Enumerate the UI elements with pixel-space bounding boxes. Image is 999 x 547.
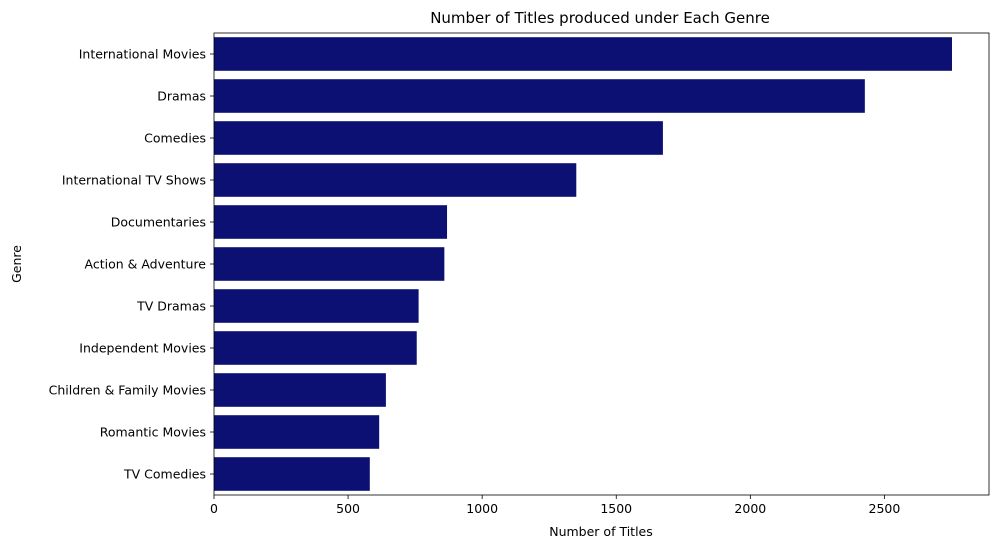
- bars-group: [214, 37, 952, 491]
- y-axis-ticks: International Movies Dramas Comedies Intern…: [49, 47, 214, 482]
- bar: [214, 79, 865, 113]
- x-tick-label: 0: [210, 501, 218, 516]
- bar: [214, 415, 380, 449]
- x-axis-ticks: 0 500 1000 1500 2000 2500: [210, 495, 900, 516]
- plot-frame: [213, 32, 990, 496]
- y-axis-label: Genre: [9, 245, 24, 283]
- bar: [214, 331, 417, 365]
- x-tick-label: 2500: [869, 501, 901, 516]
- y-tick-label: TV Dramas: [136, 299, 206, 314]
- x-tick-label: 1000: [466, 501, 498, 516]
- x-tick-label: 2000: [734, 501, 766, 516]
- y-tick-label: Dramas: [157, 89, 206, 104]
- y-tick-label: Documentaries: [111, 215, 206, 230]
- bar: [214, 373, 386, 407]
- bar: [214, 205, 448, 239]
- y-tick-label: Children & Family Movies: [49, 383, 206, 398]
- y-tick-label: Independent Movies: [79, 341, 206, 356]
- y-tick-label: Comedies: [144, 131, 206, 146]
- bar: [214, 37, 952, 71]
- bar: [214, 247, 445, 281]
- y-tick-label: TV Comedies: [123, 467, 206, 482]
- x-tick-label: 1500: [600, 501, 632, 516]
- bar: [214, 457, 370, 491]
- bar: [214, 289, 419, 323]
- chart-title: Number of Titles produced under Each Gen…: [430, 9, 770, 27]
- bar: [214, 121, 663, 155]
- x-tick-label: 500: [336, 501, 360, 516]
- y-tick-label: International Movies: [79, 47, 206, 62]
- y-tick-label: Action & Adventure: [85, 257, 207, 272]
- bar: [214, 163, 577, 197]
- y-tick-label: Romantic Movies: [100, 425, 206, 440]
- x-axis-label: Number of Titles: [549, 524, 653, 539]
- y-tick-label: International TV Shows: [62, 173, 206, 188]
